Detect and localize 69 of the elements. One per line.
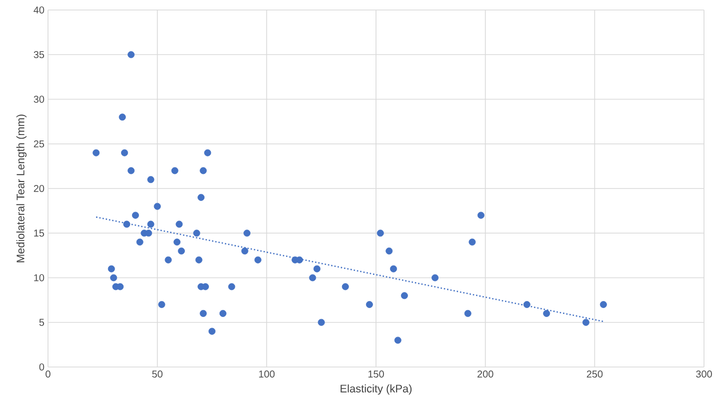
point xyxy=(128,51,135,58)
point xyxy=(376,230,384,237)
point xyxy=(468,238,476,246)
point xyxy=(108,265,115,272)
point xyxy=(208,328,216,335)
x-axis-title: Elasticity (kPa) xyxy=(340,384,412,395)
point xyxy=(195,256,202,264)
y-tick-label: 10 xyxy=(34,274,44,282)
point xyxy=(136,238,144,246)
point xyxy=(204,149,212,156)
x-tick-label: 50 xyxy=(152,370,162,378)
y-tick-label: 25 xyxy=(34,140,44,148)
x-tick-label: 100 xyxy=(259,370,275,378)
point xyxy=(432,274,439,282)
point xyxy=(477,212,484,219)
point xyxy=(174,238,180,246)
point xyxy=(464,310,472,317)
point xyxy=(390,265,397,272)
point xyxy=(241,247,248,254)
point xyxy=(394,336,402,344)
point xyxy=(523,301,530,308)
point xyxy=(254,256,262,264)
y-tick-label: 20 xyxy=(34,184,44,192)
x-tick-label: 0 xyxy=(46,370,50,378)
point xyxy=(582,318,590,326)
point xyxy=(400,292,408,300)
point xyxy=(313,265,320,272)
point xyxy=(110,274,118,282)
x-tick-label: 300 xyxy=(696,370,712,378)
point xyxy=(219,310,226,317)
point xyxy=(128,167,135,174)
point xyxy=(366,301,373,308)
point xyxy=(198,194,205,201)
point xyxy=(543,310,550,317)
x-tick-label: 150 xyxy=(368,370,384,378)
point xyxy=(200,310,207,317)
point xyxy=(200,167,207,174)
y-tick-label: 30 xyxy=(34,96,44,103)
point xyxy=(176,220,183,228)
point xyxy=(342,283,349,290)
point xyxy=(154,202,161,210)
point xyxy=(147,176,154,184)
y-tick-label: 5 xyxy=(39,318,44,326)
x-tick-label: 250 xyxy=(586,370,603,378)
point xyxy=(193,230,200,237)
point xyxy=(145,230,152,237)
y-tick-label: 40 xyxy=(34,6,44,14)
y-tick-label: 35 xyxy=(34,51,44,58)
x-tick-label: 200 xyxy=(478,370,494,378)
point xyxy=(228,283,236,290)
point xyxy=(158,301,166,308)
point xyxy=(132,212,139,219)
point xyxy=(118,114,126,121)
point xyxy=(178,247,185,254)
point xyxy=(244,230,250,237)
point xyxy=(309,274,316,282)
point xyxy=(123,220,130,228)
y-axis-title: Mediolateral Tear Length (mm) xyxy=(16,114,27,262)
point xyxy=(121,149,128,156)
y-tick-label: 15 xyxy=(34,230,44,237)
y-tick-label: 0 xyxy=(39,363,44,371)
point xyxy=(116,283,124,290)
point xyxy=(92,149,100,156)
point xyxy=(386,247,393,254)
point xyxy=(164,256,172,264)
point xyxy=(171,167,178,174)
point xyxy=(600,301,607,308)
point xyxy=(147,220,154,228)
point xyxy=(318,318,325,326)
